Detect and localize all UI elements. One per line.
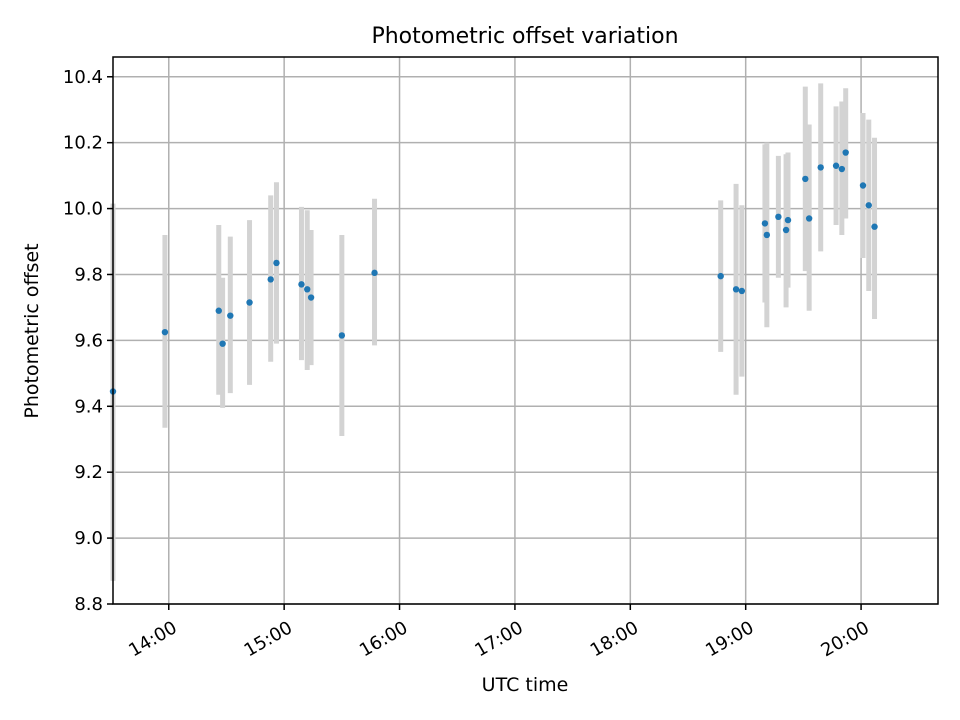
data-point [738,287,746,295]
y-tick-label: 10.0 [63,199,103,220]
errorbar-layer [110,83,878,581]
x-tick-label: 19:00 [702,617,757,661]
point-layer [109,149,878,395]
tick-layer: 14:00 15:00 16:00 17:00 18:00 19:00 20:00 8.8 9.… [63,67,873,662]
chart-title: Photometric offset variation [371,24,678,49]
grid-layer [113,57,938,605]
data-point [298,281,305,288]
y-tick-label: 9.2 [74,462,103,483]
data-point [832,162,840,169]
data-point [267,276,274,283]
data-point [784,216,792,224]
x-tick-label: 14:00 [125,617,180,661]
data-point [246,299,253,306]
x-tick-label: 18:00 [587,617,642,661]
data-point [273,259,280,267]
data-point [717,272,724,280]
y-tick-label: 9.0 [74,528,103,549]
x-tick-label: 20:00 [818,617,873,661]
data-point [732,286,740,293]
y-tick-label: 8.8 [74,594,103,615]
plot-frame [112,56,939,605]
data-point [838,165,846,173]
data-point [859,182,867,189]
y-tick-label: 9.8 [74,264,103,285]
data-point [215,307,222,314]
data-point [775,213,782,221]
y-tick-label: 10.4 [63,67,103,88]
y-tick-label: 9.4 [74,396,103,417]
y-axis-label: Photometric offset [21,243,43,418]
x-axis-label: UTC time [482,674,569,696]
data-point [782,226,790,234]
data-point [761,220,769,227]
x-tick-label: 17:00 [471,617,526,661]
data-point [304,286,311,293]
data-point [842,149,849,156]
data-point [871,223,878,230]
data-point [802,175,809,183]
data-point [805,215,813,222]
data-point [161,328,169,336]
x-tick-label: 15:00 [241,617,296,661]
data-point [219,340,226,347]
y-tick-label: 10.2 [63,133,103,154]
data-point [227,312,234,319]
x-tick-label: 16:00 [356,617,411,661]
data-point [338,332,346,339]
data-point [371,269,378,277]
data-point [307,294,315,301]
data-point [865,202,872,209]
y-tick-label: 9.6 [74,330,103,351]
data-point [817,164,824,171]
data-point [763,231,771,239]
